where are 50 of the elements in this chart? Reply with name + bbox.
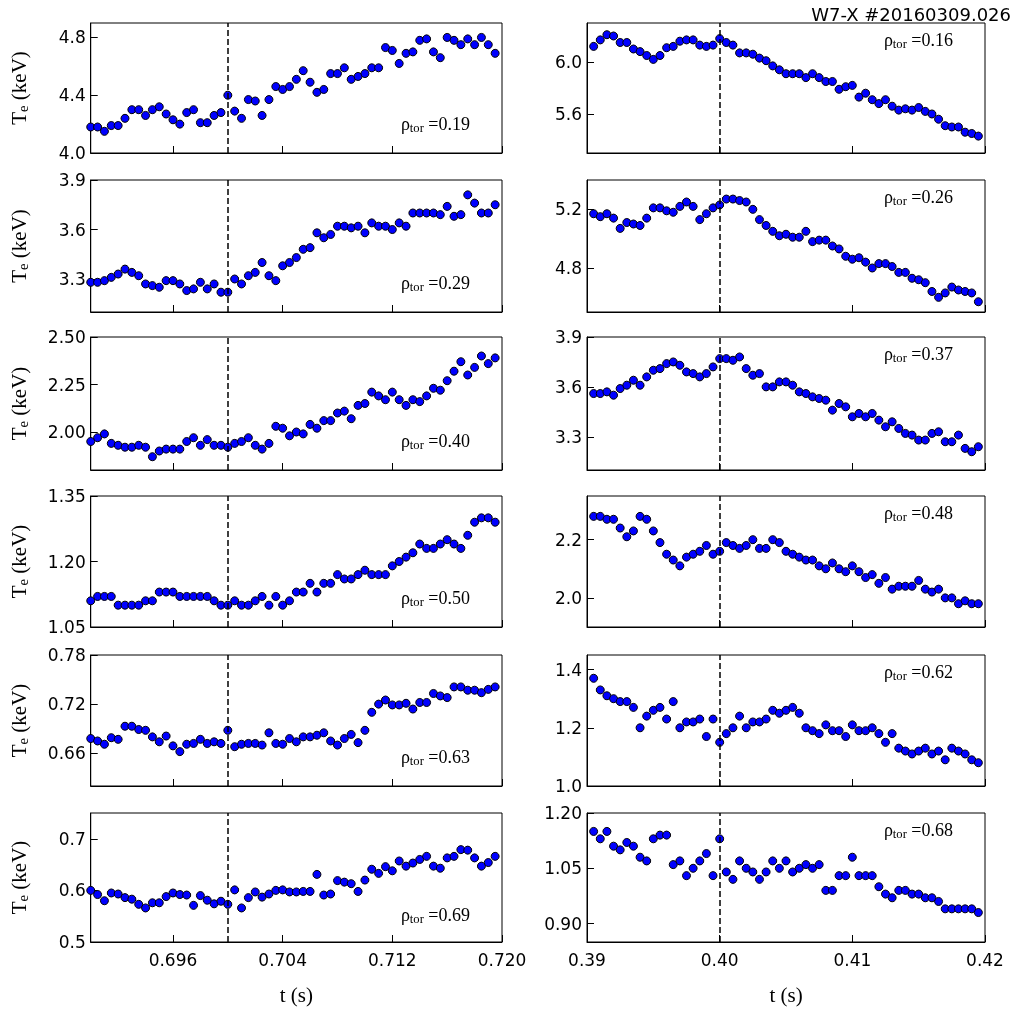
y-tick-label: 1.2: [554, 717, 582, 738]
y-tick-label: 4.8: [554, 258, 582, 278]
y-tick-label: 0.7: [58, 828, 86, 849]
y-tick-label: 0.5: [58, 932, 86, 952]
y-tick-label: 1.20: [544, 803, 582, 823]
y-tick-label: 3.3: [554, 426, 582, 447]
y-tick-label: 3.9: [554, 327, 582, 347]
y-axis-title: Te (keV): [6, 366, 32, 441]
y-tick-label: 4.0: [58, 143, 86, 163]
x-tick-label: 0.41: [833, 949, 872, 970]
y-tick-label: 2.0: [554, 587, 582, 608]
y-tick-label: 1.05: [47, 617, 86, 637]
y-tick-label: 0.72: [47, 694, 86, 715]
y-tick-label: 5.6: [554, 104, 582, 124]
y-axis-title: Te (keV): [6, 51, 32, 125]
y-tick-label: 6.0: [554, 52, 582, 72]
x-tick-label: 0.40: [700, 949, 739, 970]
y-tick-label: 4.8: [58, 27, 86, 48]
y-axis-title: Te (keV): [6, 683, 32, 758]
x-tick-label: 0.696: [148, 949, 198, 970]
y-tick-label: 1.05: [544, 858, 582, 879]
x-tick-label: 0.712: [367, 949, 417, 970]
x-tick-label: 0.720: [477, 949, 527, 970]
y-tick-label: 2.25: [47, 374, 86, 395]
y-tick-label: 5.2: [554, 199, 582, 220]
y-tick-label: 1.20: [47, 551, 86, 572]
x-tick-label: 0.704: [258, 949, 307, 970]
y-tick-label: 0.78: [47, 645, 86, 665]
y-tick-label: 1.0: [554, 776, 582, 796]
x-axis-title: t (s): [769, 982, 803, 1007]
y-axis-title: Te (keV): [6, 524, 32, 599]
y-tick-label: 4.4: [58, 85, 86, 106]
y-tick-label: 1.4: [554, 659, 582, 680]
y-tick-label: 3.3: [58, 269, 86, 289]
y-tick-label: 1.35: [47, 486, 86, 506]
y-tick-label: 0.90: [544, 913, 582, 934]
x-axis-title: t (s): [279, 982, 313, 1007]
y-tick-label: 2.50: [47, 327, 86, 347]
x-tick-label: 0.42: [966, 949, 1004, 970]
y-tick-label: 3.6: [58, 219, 86, 240]
y-tick-label: 3.6: [554, 376, 582, 397]
y-tick-label: 0.66: [47, 743, 86, 764]
y-axis-title: Te (keV): [6, 840, 32, 915]
y-tick-label: 0.6: [58, 880, 86, 901]
chart-title: W7-X #20160309.026: [811, 3, 1012, 25]
y-tick-label: 3.9: [58, 170, 86, 190]
x-tick-label: 0.39: [568, 949, 606, 970]
y-axis-title: Te (keV): [6, 209, 32, 283]
y-tick-label: 2.00: [47, 422, 86, 442]
y-tick-label: 2.2: [554, 529, 582, 550]
